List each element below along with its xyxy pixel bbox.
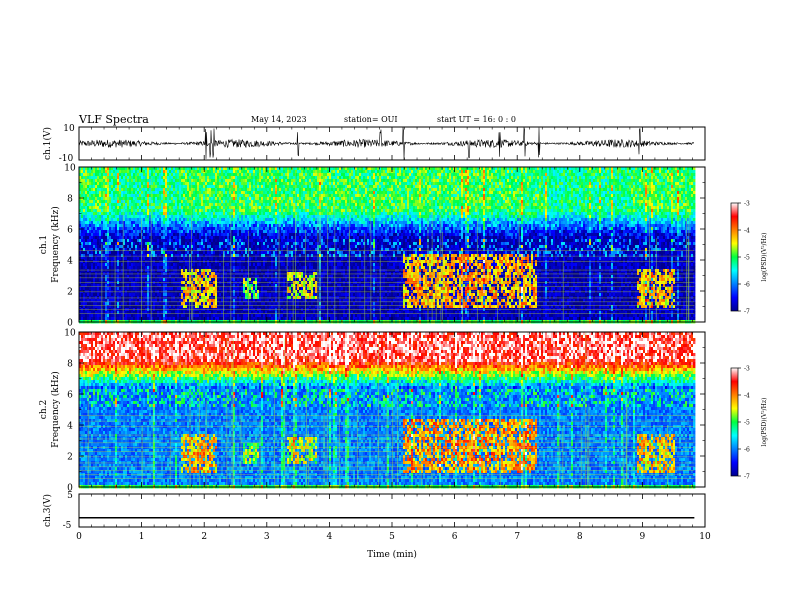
ch1-spectrogram-ytick-label: 0: [67, 319, 73, 329]
ch3-ytick-label: -5: [63, 521, 72, 531]
x-tick-label: 2: [201, 532, 207, 542]
ch2-spectrogram-colorbar-tick-label: -5: [744, 420, 750, 427]
header-station: station= OUI: [344, 115, 398, 124]
x-tick-label: 8: [577, 532, 583, 542]
header-date: May 14, 2023: [251, 115, 307, 124]
x-tick-label: 0: [76, 532, 82, 542]
ch2-spectrogram-colorbar-tick-label: -6: [744, 447, 750, 454]
ch1-spectrogram-colorbar-tick-label: -6: [744, 282, 750, 289]
ch2-spectrogram-colorbar-tick-label: -4: [744, 393, 750, 400]
ch2-spectrogram-colorbar-label: log(PSD)(V²/Hz): [761, 398, 768, 447]
ch1-spectrogram-image: [79, 167, 696, 324]
ch2-spectrogram-ytick-label: 4: [67, 422, 73, 432]
ch1-spectrogram-colorbar-tick-label: -3: [744, 201, 750, 208]
ch3-ylabel: ch.3(V): [42, 494, 53, 527]
ch1-spectrogram-ytick-label: 10: [64, 164, 76, 174]
ch2-spectrogram-ytick-label: 0: [67, 484, 73, 494]
ch2-spectrogram-colorbar-tick-label: -7: [744, 474, 750, 481]
x-tick-label: 5: [389, 532, 395, 542]
x-axis-label: Time (min): [367, 549, 417, 560]
ch2-spectrogram-colorbar: [730, 367, 739, 477]
ch2-spectrogram-ylabel: Frequency (kHz): [50, 371, 61, 448]
ch1-spectrogram-colorbar: [730, 202, 739, 312]
ch1-spectrogram-ytick-label: 2: [67, 288, 73, 298]
ch2-spectrogram-ytick-label: 10: [64, 329, 76, 339]
header-start-time: start UT = 16: 0 : 0: [437, 115, 516, 124]
ch2-spectrogram-ytick-label: 6: [67, 391, 73, 401]
ch1-spectrogram-colorbar-tick-label: -4: [744, 228, 750, 235]
ch2-spectrogram-ytick-label: 8: [67, 360, 73, 370]
ch1-spectrogram-colorbar-tick-label: -5: [744, 255, 750, 262]
x-tick-label: 4: [327, 532, 333, 542]
ch2-spectrogram-ytick-label: 2: [67, 453, 73, 463]
ch1-ytick-label: 10: [63, 124, 75, 134]
ch1-ylabel: ch.1(V): [42, 127, 53, 160]
ch1-ytick-label: -10: [59, 154, 74, 164]
ch1-spectrogram-ylabel: Frequency (kHz): [50, 206, 61, 283]
ch2-spectrogram-colorbar-tick-label: -3: [744, 366, 750, 373]
x-tick-label: 3: [264, 532, 270, 542]
x-tick-label: 10: [699, 532, 711, 542]
x-tick-label: 6: [452, 532, 458, 542]
figure-title: VLF Spectra: [79, 113, 149, 126]
ch1-trace: [78, 127, 695, 160]
ch1-spectrogram-ylabel: ch.1: [39, 235, 49, 254]
x-tick-label: 1: [139, 532, 145, 542]
ch3-ytick-label: 5: [67, 491, 73, 501]
ch1-spectrogram-ytick-label: 6: [67, 226, 73, 236]
ch2-spectrogram-ylabel: ch.2: [39, 400, 49, 419]
x-tick-label: 7: [514, 532, 520, 542]
x-tick-label: 9: [640, 532, 646, 542]
ch1-spectrogram-colorbar-label: log(PSD)(V²/Hz): [761, 233, 768, 282]
ch1-spectrogram-colorbar-tick-label: -7: [744, 309, 750, 316]
ch1-spectrogram-ytick-label: 4: [67, 257, 73, 267]
ch1-spectrogram-ytick-label: 8: [67, 195, 73, 205]
